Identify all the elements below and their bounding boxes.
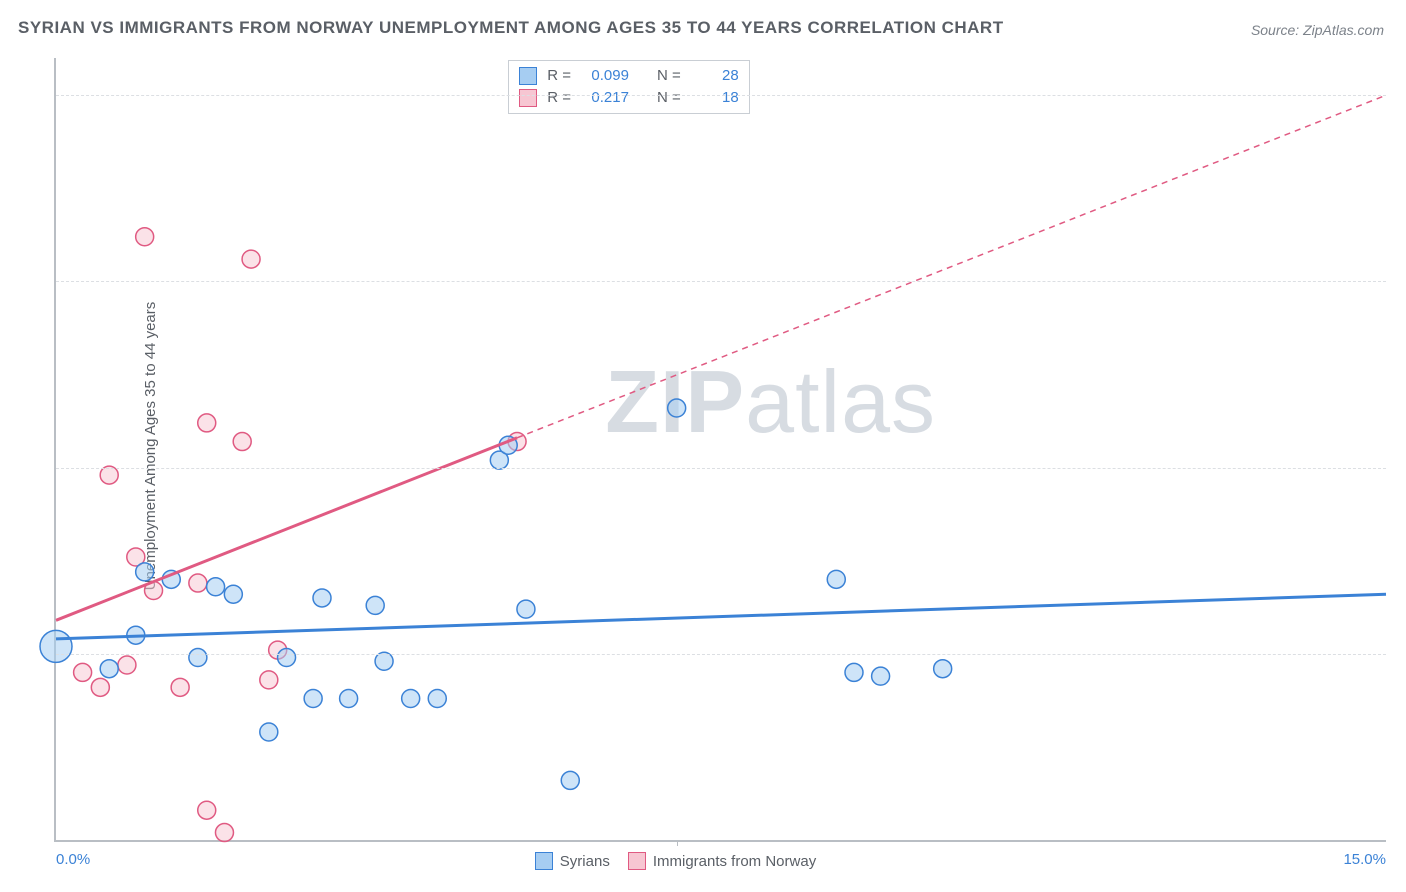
legend-item: Syrians [535, 852, 610, 870]
data-point [827, 570, 845, 588]
stats-row: R = 0.217 N = 18 [519, 87, 739, 109]
data-point [278, 649, 296, 667]
data-point [207, 578, 225, 596]
y-tick-label: 10.0% [1396, 459, 1406, 476]
plot-container: ZIPatlas R = 0.099 N = 28 R = 0.217 N = … [54, 58, 1386, 842]
chart-title: SYRIAN VS IMMIGRANTS FROM NORWAY UNEMPLO… [18, 18, 1004, 38]
y-tick-label: 5.0% [1396, 645, 1406, 662]
stat-n-label: N = [657, 65, 681, 87]
data-point [313, 589, 331, 607]
data-point [215, 824, 233, 842]
swatch-icon [628, 852, 646, 870]
stat-r-value: 0.217 [581, 87, 629, 109]
bottom-legend: Syrians Immigrants from Norway [535, 852, 816, 870]
swatch-icon [535, 852, 553, 870]
data-point [74, 663, 92, 681]
data-point [136, 563, 154, 581]
data-point [304, 689, 322, 707]
stat-n-label: N = [657, 87, 681, 109]
data-point [668, 399, 686, 417]
data-point [561, 771, 579, 789]
gridline [56, 468, 1386, 469]
data-point [100, 660, 118, 678]
data-point [118, 656, 136, 674]
stat-r-label: R = [547, 87, 571, 109]
data-point [198, 801, 216, 819]
data-point [136, 228, 154, 246]
legend-label: Immigrants from Norway [653, 853, 816, 870]
data-point [872, 667, 890, 685]
data-point [189, 574, 207, 592]
y-tick-label: 15.0% [1396, 273, 1406, 290]
data-point [934, 660, 952, 678]
x-tick-label: 0.0% [56, 851, 90, 868]
data-point [845, 663, 863, 681]
x-tick-mark [677, 840, 678, 846]
data-point [517, 600, 535, 618]
data-point [428, 689, 446, 707]
data-point [224, 585, 242, 603]
swatch-icon [519, 89, 537, 107]
data-point [91, 678, 109, 696]
scatter-svg [56, 58, 1386, 840]
data-point [233, 433, 251, 451]
stat-r-value: 0.099 [581, 65, 629, 87]
stats-row: R = 0.099 N = 28 [519, 65, 739, 87]
data-point [260, 723, 278, 741]
swatch-icon [519, 67, 537, 85]
data-point [40, 630, 72, 662]
trend-line [56, 594, 1386, 639]
legend-item: Immigrants from Norway [628, 852, 816, 870]
plot-area: ZIPatlas R = 0.099 N = 28 R = 0.217 N = … [54, 58, 1386, 842]
stat-r-label: R = [547, 65, 571, 87]
data-point [100, 466, 118, 484]
trend-line [517, 95, 1386, 438]
source-attribution: Source: ZipAtlas.com [1251, 22, 1384, 38]
data-point [340, 689, 358, 707]
trend-line [56, 438, 517, 620]
data-point [242, 250, 260, 268]
gridline [56, 654, 1386, 655]
data-point [189, 649, 207, 667]
gridline [56, 281, 1386, 282]
data-point [198, 414, 216, 432]
stats-legend-box: R = 0.099 N = 28 R = 0.217 N = 18 [508, 60, 750, 114]
data-point [260, 671, 278, 689]
stat-n-value: 18 [691, 87, 739, 109]
legend-label: Syrians [560, 853, 610, 870]
data-point [366, 596, 384, 614]
gridline [56, 95, 1386, 96]
stat-n-value: 28 [691, 65, 739, 87]
data-point [402, 689, 420, 707]
data-point [171, 678, 189, 696]
y-tick-label: 20.0% [1396, 87, 1406, 104]
data-point [375, 652, 393, 670]
x-tick-label: 15.0% [1343, 851, 1386, 868]
